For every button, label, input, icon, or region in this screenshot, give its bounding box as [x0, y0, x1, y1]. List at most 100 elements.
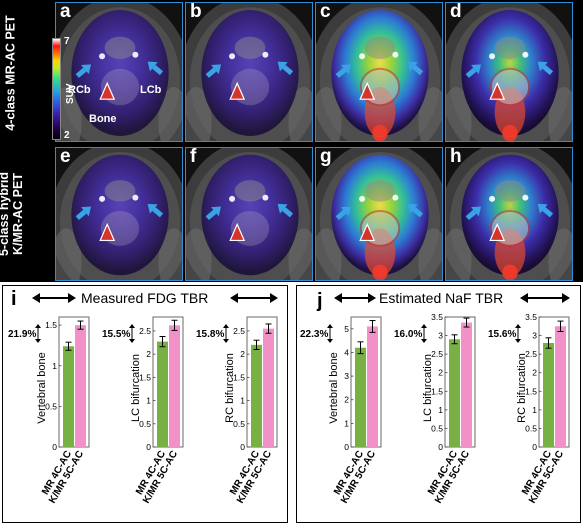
section-i-title: Measured FDG TBR: [81, 290, 209, 306]
section-j-letter: j: [317, 290, 323, 312]
difference-arrow-down: [515, 339, 521, 343]
y-tick-label: 3.5: [525, 312, 537, 322]
chart-i-3: 0 0.5 1 1.5 2 2.5 RC bifurcation 15.8% MR 4C-AC K…: [195, 311, 289, 522]
difference-arrow-down: [129, 339, 135, 343]
pet-image: [316, 3, 442, 141]
section-j-title: Estimated NaF TBR: [379, 290, 504, 306]
rcb-arrow-icon: [335, 206, 352, 221]
bar-k-mr-5c-ac: [461, 322, 472, 447]
bone-label: Bone: [89, 113, 117, 125]
rcb-arrow-icon: [465, 64, 482, 78]
suv-colorbar: [52, 38, 61, 140]
y-tick-label: 5: [344, 324, 349, 334]
pet-panel-g: g: [315, 147, 443, 281]
bar-mr-4c-ac: [63, 346, 74, 447]
bone-arrowhead-icon: [99, 222, 116, 242]
mr-tissue-right: [418, 228, 442, 280]
panel-letter: g: [320, 147, 332, 167]
y-tick-label: 0.5: [431, 423, 443, 433]
upper-structure: [104, 180, 136, 202]
y-tick-label: 0: [438, 442, 443, 452]
pet-spine-uptake-lower: [372, 264, 388, 280]
lcb-label: LCb: [140, 84, 162, 96]
chart-i-1: 0 0.5 1 1.5 Vertebral bone 21.9% MR 4C-AC K/MR …: [7, 311, 101, 522]
upper-structure: [364, 36, 396, 59]
vessel-spot-left: [522, 51, 529, 58]
rcb-arrow-icon: [205, 64, 222, 78]
panel-letter: b: [190, 2, 202, 22]
y-tick-label: 1.5: [45, 320, 57, 330]
pet-panel-h: h: [445, 147, 573, 281]
pet-uptake: [201, 10, 299, 136]
bone-arrowhead-icon: [229, 81, 246, 100]
bar-mr-4c-ac: [251, 344, 262, 447]
y-tick-label: 3: [344, 371, 349, 381]
section-i-left-arrow: [32, 293, 76, 303]
bar-mr-4c-ac: [355, 347, 366, 447]
vessel-spot-right: [489, 53, 496, 60]
lcb-arrow-icon: [537, 61, 554, 76]
vessel-spot-left: [132, 194, 139, 201]
rcb-arrow-icon: [75, 64, 92, 78]
pet-panel-f: f: [185, 147, 313, 281]
y-tick-label: 3: [438, 331, 443, 341]
y-tick-label: 0: [240, 442, 245, 452]
bar-k-mr-5c-ac: [169, 325, 180, 447]
rcb-arrow-icon: [205, 206, 222, 221]
row-label-2-text: 5-class hybrid K/MR-AC PET: [0, 171, 25, 255]
pet-panel-c: c: [315, 2, 443, 142]
mr-tissue-left: [186, 228, 212, 280]
vessel-spot-left: [392, 194, 399, 201]
rcb-arrow-icon: [335, 64, 352, 78]
vessel-spot-left: [392, 51, 399, 58]
y-tick-label: 4: [344, 347, 349, 357]
y-axis-label: RC bifurcation: [516, 353, 528, 423]
bar-k-mr-5c-ac: [555, 326, 566, 447]
vessel-spot-right: [229, 53, 236, 60]
chart-j-1: 0 1 2 3 4 5 Vertebral bone 22.3% MR 4C-AC K/MR 5C…: [299, 311, 393, 522]
y-tick-label: 1: [240, 396, 245, 406]
mr-tissue-left: [56, 87, 82, 141]
vessel-spot-right: [489, 195, 496, 202]
section-i-right-arrow: [230, 293, 278, 303]
percent-difference-label: 15.5%: [102, 329, 130, 340]
pet-image: [446, 148, 572, 280]
bone-arrowhead-icon: [359, 81, 376, 100]
y-tick-label: 2.5: [431, 349, 443, 359]
upper-structure: [104, 36, 136, 59]
pet-panel-b: b: [185, 2, 313, 142]
mr-tissue-left: [56, 228, 82, 280]
vessel-spot-left: [522, 194, 529, 201]
pet-image: [186, 3, 312, 141]
row-label-1: 4-class MR-AC PET: [0, 0, 22, 145]
pet-panel-e: e: [55, 147, 183, 281]
pet-image: [56, 148, 182, 280]
difference-arrow-down: [35, 339, 41, 343]
pet-image: [446, 3, 572, 141]
y-tick-label: 1: [52, 361, 57, 371]
chart-i-2: 0 0.5 1 1.5 2 2.5 LC bifurcation 15.5% MR 4C-AC K…: [101, 311, 195, 522]
lcb-arrow-icon: [147, 61, 164, 76]
row-label-1-text: 4-class MR-AC PET: [4, 14, 18, 131]
bar-k-mr-5c-ac: [367, 326, 378, 447]
mr-tissue-left: [186, 87, 212, 141]
percent-difference-label: 21.9%: [8, 329, 36, 340]
y-tick-label: 1.5: [233, 372, 245, 382]
percent-difference-label: 16.0%: [394, 329, 422, 340]
y-tick-label: 0: [344, 442, 349, 452]
y-tick-label: 0: [52, 442, 57, 452]
bone-arrowhead-icon: [99, 81, 116, 100]
y-tick-label: 0.5: [45, 401, 57, 411]
y-tick-label: 2.5: [233, 326, 245, 336]
chart-j-3: 0 0.5 1 1.5 2 2.5 3 3.5 RC bifurcation 15.6% MR 4C…: [487, 311, 581, 522]
y-tick-label: 3: [532, 331, 537, 341]
vessel-spot-right: [359, 195, 366, 202]
y-tick-label: 1: [146, 396, 151, 406]
vessel-spot-right: [99, 53, 106, 60]
percent-difference-label: 15.6%: [488, 329, 516, 340]
pet-spine-uptake-lower: [372, 124, 388, 141]
mr-tissue-right: [418, 87, 442, 141]
difference-arrow-up: [421, 324, 427, 328]
bar-k-mr-5c-ac: [263, 328, 274, 447]
y-axis-label: LC bifurcation: [130, 354, 142, 422]
